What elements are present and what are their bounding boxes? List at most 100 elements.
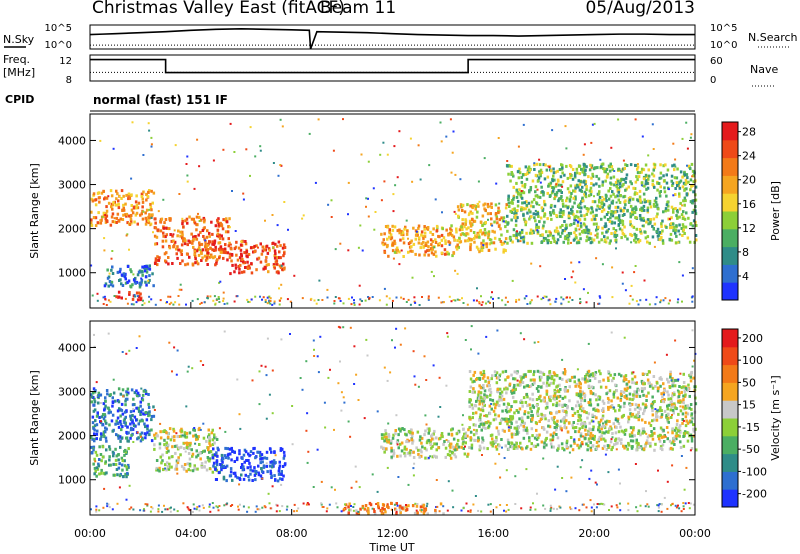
- ground-scatter-cell: [378, 299, 381, 302]
- data-cell-r5: [455, 432, 459, 436]
- data-cell-r6: [529, 447, 533, 451]
- data-cell-r7: [634, 163, 637, 167]
- data-cell-r6: [568, 378, 571, 382]
- y-tick-label: 3000: [58, 179, 86, 192]
- ground-scatter-cell: [200, 301, 203, 304]
- data-cell-r3: [123, 453, 126, 457]
- data-cell-r7: [603, 238, 607, 242]
- data-cell-r6: [602, 437, 605, 441]
- data-cell-r7: [635, 175, 638, 179]
- data-cell-r0: [147, 219, 150, 223]
- data-cell-r5: [456, 438, 460, 442]
- data-cell-r6: [522, 424, 525, 428]
- data-cell-r3: [97, 464, 101, 468]
- data-cell-r2: [270, 450, 273, 454]
- data-cell-r6: [686, 404, 689, 408]
- data-cell-r6: [486, 447, 489, 451]
- data-cell-r7: [621, 223, 625, 227]
- data-cell-r6: [531, 382, 535, 386]
- data-cell-r2: [244, 242, 248, 246]
- data-cell-r1: [190, 232, 193, 236]
- data-cell-r7: [662, 174, 665, 178]
- data-cell-r7: [676, 167, 679, 171]
- data-cell-r2: [259, 260, 263, 264]
- data-cell-r5: [424, 250, 427, 254]
- data-cell-r4: [145, 283, 148, 287]
- data-cell-r6: [667, 403, 671, 407]
- data-cell-r6: [484, 379, 487, 383]
- data-cell-r6: [517, 430, 521, 434]
- data-cell-r6: [469, 229, 473, 233]
- ground-scatter-cell: [132, 303, 135, 306]
- data-cell-r1: [219, 245, 223, 249]
- data-cell-r7: [618, 201, 622, 204]
- data-cell-r5: [432, 432, 435, 436]
- data-cell-r1: [156, 468, 160, 472]
- data-cell-r5: [431, 240, 434, 243]
- data-cell-r5: [395, 441, 399, 444]
- data-cell-r2: [267, 263, 270, 267]
- data-cell-r7: [595, 182, 598, 186]
- data-cell-r1: [208, 240, 211, 244]
- data-cell-r3: [112, 473, 115, 477]
- data-cell-r0: [146, 424, 149, 428]
- data-cell-r7: [539, 233, 542, 237]
- data-cell-r7: [629, 180, 632, 184]
- data-cell-r5: [431, 455, 434, 459]
- data-cell-r7: [666, 168, 670, 172]
- ground-scatter-cell: [542, 296, 545, 299]
- data-cell-r7: [652, 227, 655, 230]
- data-cell-r7: [665, 173, 668, 177]
- ground-scatter-cell: [560, 296, 563, 299]
- data-cell-r6: [645, 394, 648, 398]
- data-cell-r7: [520, 206, 523, 210]
- sparse-scatter-cell: [280, 164, 283, 167]
- data-cell-r6: [612, 395, 616, 399]
- data-cell-r1: [216, 232, 220, 236]
- data-cell-r7: [610, 165, 614, 168]
- data-cell-r6: [534, 444, 538, 448]
- data-cell-r1: [193, 253, 196, 257]
- data-cell-r6: [635, 438, 638, 442]
- data-cell-r6: [480, 373, 483, 376]
- data-cell-r6: [591, 413, 594, 417]
- data-cell-r1: [155, 466, 158, 470]
- data-cell-r6: [602, 407, 605, 411]
- ground-scatter-cell: [506, 300, 509, 303]
- data-cell-r7: [665, 194, 668, 198]
- sparse-scatter-cell: [506, 160, 509, 162]
- data-cell-r6: [519, 423, 523, 427]
- data-cell-r2: [242, 465, 245, 469]
- data-cell-r1: [188, 443, 192, 447]
- data-cell-r1: [158, 446, 162, 450]
- data-cell-r2: [269, 460, 272, 464]
- data-cell-r6: [499, 391, 502, 395]
- data-cell-r5: [406, 451, 410, 455]
- data-cell-r7: [642, 168, 646, 172]
- data-cell-r7: [658, 194, 662, 198]
- data-cell-r6: [630, 431, 634, 435]
- data-cell-r2: [213, 453, 217, 457]
- data-cell-r6: [461, 209, 464, 212]
- data-cell-r7: [564, 223, 568, 227]
- ground-scatter-cell: [489, 503, 492, 506]
- data-cell-r7: [640, 181, 644, 185]
- data-cell-r1: [165, 233, 168, 237]
- data-cell-r4: [347, 505, 350, 509]
- data-cell-r5: [444, 242, 447, 245]
- sparse-scatter-cell: [595, 257, 598, 260]
- ground-scatter-cell: [148, 300, 151, 303]
- data-cell-r5: [450, 433, 454, 437]
- data-cell-r2: [231, 449, 234, 453]
- data-cell-r1: [187, 452, 191, 455]
- data-cell-r6: [498, 395, 502, 399]
- data-cell-r7: [593, 214, 597, 218]
- data-cell-r1: [197, 435, 200, 439]
- data-cell-r2: [238, 271, 241, 275]
- data-cell-r2: [281, 477, 284, 481]
- data-cell-r1: [216, 220, 220, 224]
- data-cell-r1: [217, 247, 221, 251]
- data-cell-r6: [510, 389, 513, 393]
- data-cell-r6: [588, 401, 592, 405]
- data-cell-r6: [543, 414, 547, 418]
